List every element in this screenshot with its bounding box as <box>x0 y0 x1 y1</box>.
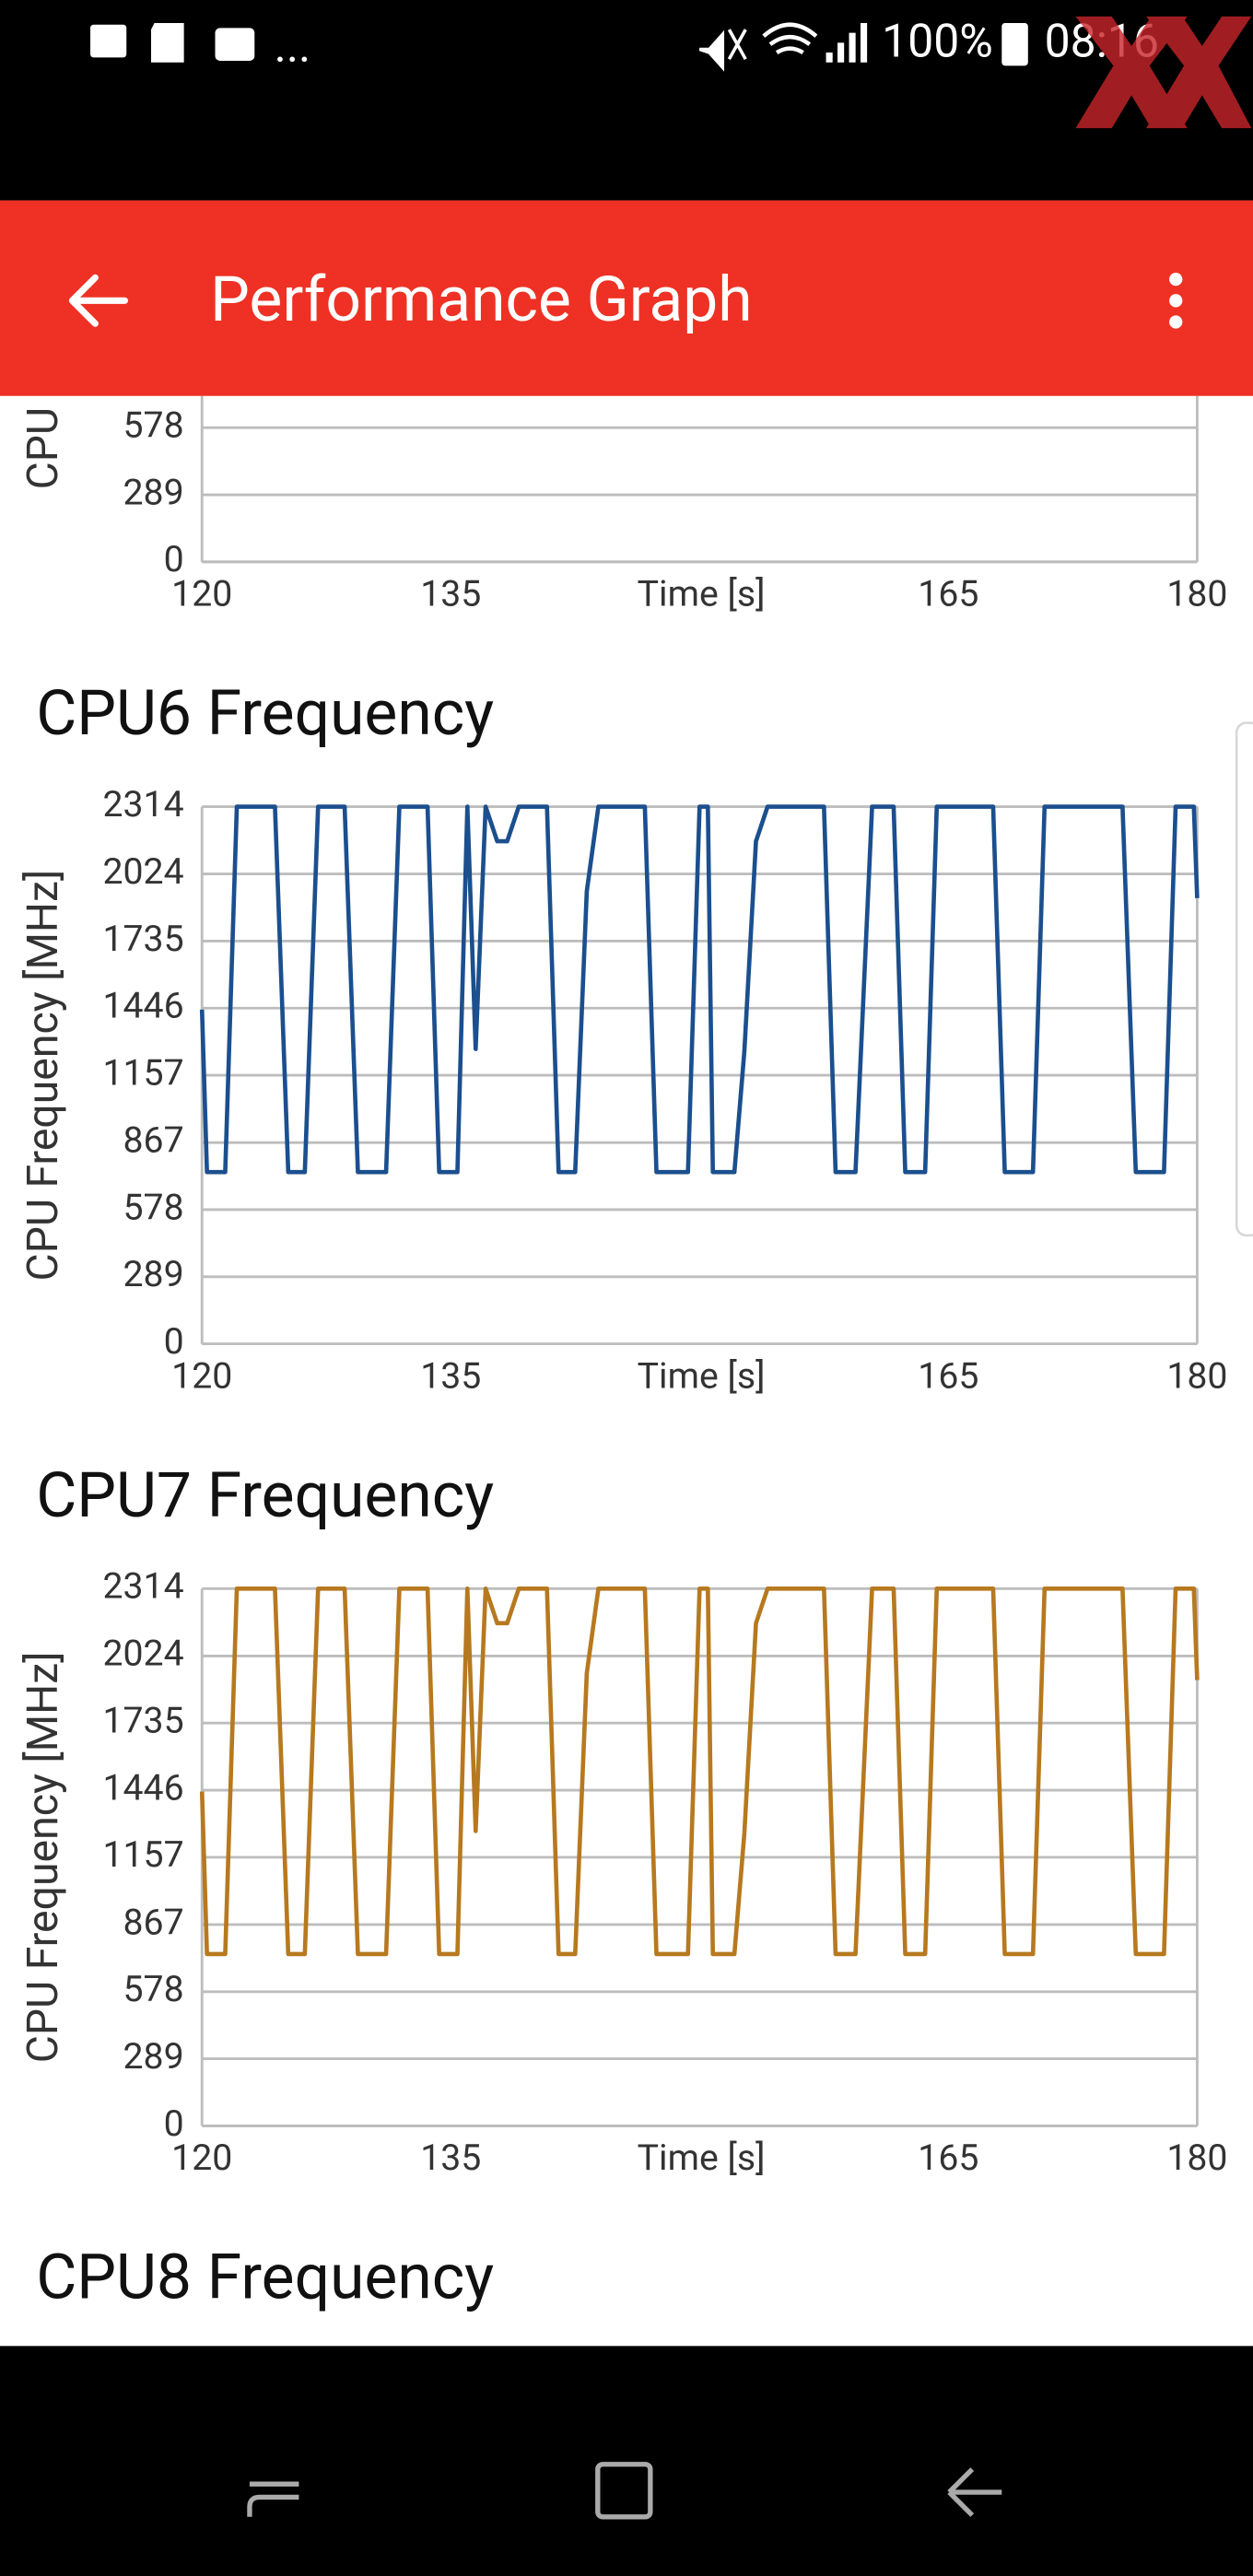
x-tick-label: 180 <box>1166 573 1227 615</box>
chart: CPU8 Frequency <box>36 2241 494 2314</box>
y-tick-label: 2024 <box>102 850 183 893</box>
x-tick-label: 135 <box>420 1354 481 1397</box>
y-tick-label: 867 <box>123 1119 184 1162</box>
status-bar <box>0 0 1253 201</box>
wifi-icon <box>762 22 818 54</box>
x-tick-label: 180 <box>1166 1354 1227 1397</box>
x-tick-label: 165 <box>918 1354 978 1397</box>
scrollbar <box>1235 721 1253 1237</box>
y-tick-label: 1446 <box>102 1766 183 1809</box>
y-tick-label: 1735 <box>102 1700 183 1742</box>
y-tick-label: 0 <box>164 538 184 580</box>
menu-dot[interactable] <box>1169 294 1183 308</box>
y-tick-label: 2314 <box>102 1565 183 1608</box>
menu-dot[interactable] <box>1169 315 1183 329</box>
y-tick-label: 2024 <box>102 1633 183 1675</box>
overflow-menu[interactable] <box>1169 273 1183 329</box>
y-axis-label: CPU Frequency [MHz] <box>18 870 68 1282</box>
chart-title: CPU6 Frequency <box>36 676 494 750</box>
x-tick-label: 135 <box>420 573 481 615</box>
chart-title: CPU7 Frequency <box>36 1458 494 1532</box>
chart: CPU7 Frequency 0 289 578 867 1157 1446 1735 2024… <box>18 1458 1227 2179</box>
y-tick-label: 1157 <box>102 1051 183 1094</box>
file-icon <box>150 22 184 63</box>
x-tick-label: 120 <box>171 1354 232 1397</box>
recents-button[interactable] <box>247 2481 299 2517</box>
y-tick-label: 867 <box>123 1901 184 1943</box>
x-tick-label: 165 <box>918 2137 978 2179</box>
y-tick-label: 0 <box>164 1320 184 1363</box>
content: 0 289 578 120 135 165 180 Time [s] CPU CPU6 Frequ… <box>18 395 1227 2314</box>
x-tick-label: 165 <box>918 573 978 615</box>
y-axis-label: CPU Frequency [MHz] <box>18 1651 68 2063</box>
app-bar <box>0 200 1253 396</box>
y-tick-label: 1446 <box>102 985 183 1027</box>
y-tick-label: 578 <box>123 1186 184 1228</box>
frequency-line <box>199 1587 1200 1957</box>
x-tick-label: 180 <box>1166 2137 1227 2179</box>
home-button[interactable] <box>595 2462 653 2520</box>
app-bar-title: Performance Graph <box>210 263 752 336</box>
y-tick-label: 1735 <box>102 918 183 960</box>
chart: CPU6 Frequency 0 289 578 867 1157 1446 1735 2024… <box>18 676 1227 1397</box>
y-tick-label: 289 <box>123 471 184 513</box>
x-axis-label: Time [s] <box>638 1354 766 1397</box>
x-tick-label: 120 <box>171 573 232 615</box>
y-tick-label: 289 <box>123 2035 184 2078</box>
nav-bar <box>0 2346 1253 2576</box>
y-tick-label: 2314 <box>102 783 183 825</box>
back-button[interactable] <box>68 274 129 327</box>
back-nav-button[interactable] <box>947 2467 1002 2517</box>
x-tick-label: 120 <box>171 2137 232 2179</box>
signal-icon <box>826 22 868 63</box>
y-tick-label: 578 <box>123 404 184 447</box>
status-more: ... <box>275 20 310 74</box>
menu-dot[interactable] <box>1169 273 1183 287</box>
watermark-logo <box>1075 16 1252 129</box>
y-tick-label: 578 <box>123 1968 184 2010</box>
y-tick-label: 1157 <box>102 1833 183 1876</box>
gallery-icon <box>90 24 127 58</box>
status-icons <box>90 22 1028 72</box>
y-tick-label: 289 <box>123 1253 184 1295</box>
mute-icon <box>698 29 747 72</box>
x-axis-label: Time [s] <box>638 573 766 615</box>
y-tick-label: 0 <box>164 2102 184 2145</box>
y-axis-label: CPU <box>18 407 68 489</box>
briefcase-icon <box>215 28 255 61</box>
frequency-line <box>199 804 1200 1175</box>
chart-title: CPU8 Frequency <box>36 2241 494 2314</box>
battery-icon <box>1001 22 1028 66</box>
chart: 0 289 578 120 135 165 180 Time [s] CPU <box>18 395 1227 615</box>
x-axis-label: Time [s] <box>638 2137 766 2179</box>
x-tick-label: 135 <box>420 2137 481 2179</box>
battery-text: 100% <box>882 15 993 68</box>
